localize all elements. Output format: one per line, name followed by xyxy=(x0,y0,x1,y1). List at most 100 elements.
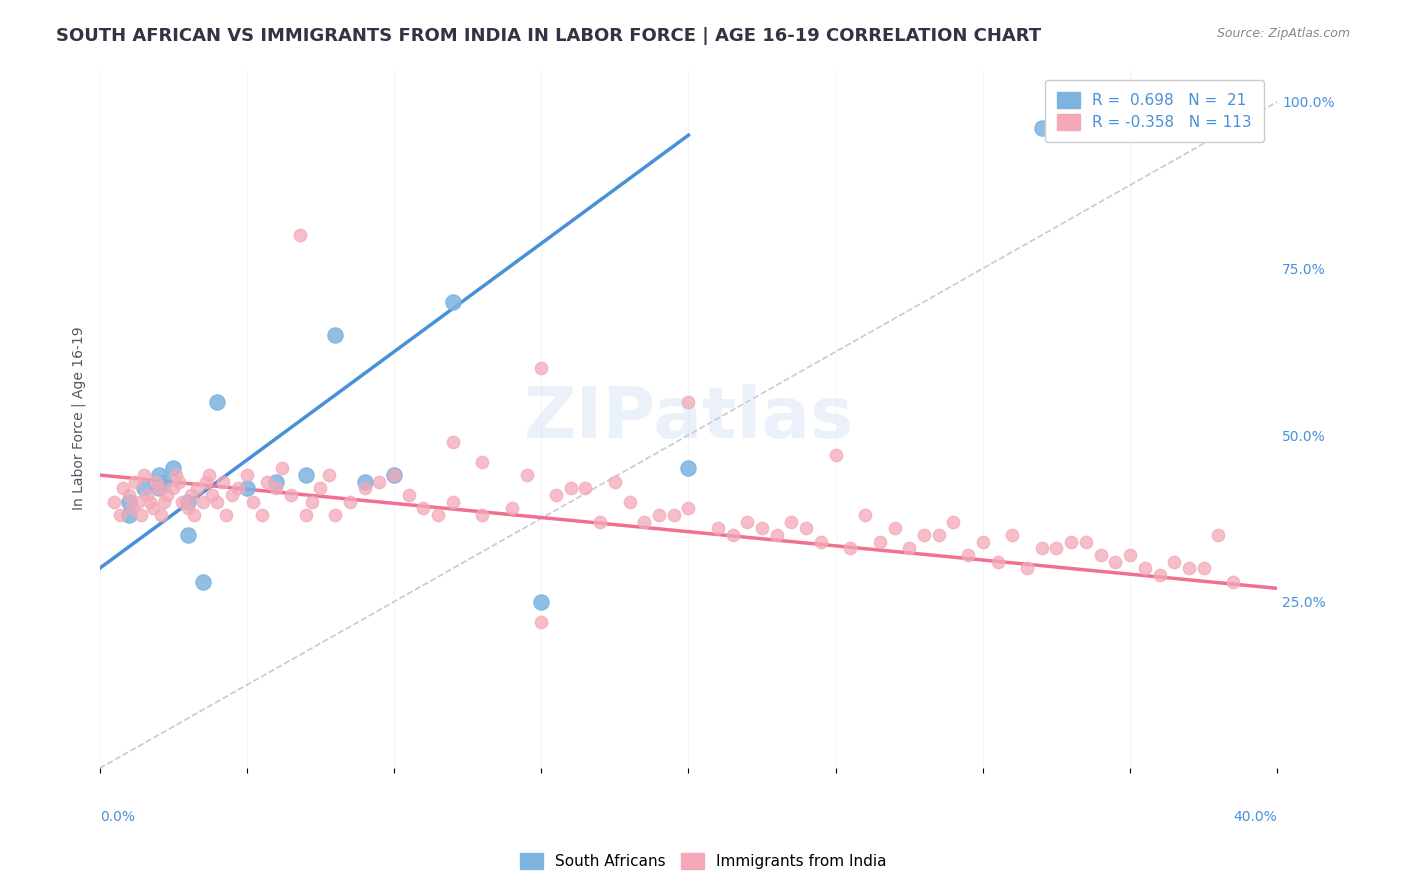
Point xyxy=(427,508,450,522)
Point xyxy=(737,515,759,529)
Point xyxy=(721,528,744,542)
Point xyxy=(148,481,170,495)
Point xyxy=(1192,561,1215,575)
Point xyxy=(898,541,921,556)
Point xyxy=(194,475,217,489)
Point xyxy=(765,528,787,542)
Point xyxy=(264,475,287,489)
Point xyxy=(1163,555,1185,569)
Point xyxy=(132,481,155,495)
Point xyxy=(112,481,135,495)
Point xyxy=(294,468,316,483)
Point xyxy=(207,394,229,409)
Point xyxy=(142,501,165,516)
Point xyxy=(132,468,155,483)
Point xyxy=(972,534,994,549)
Point xyxy=(183,508,205,522)
Point xyxy=(530,361,553,376)
Point xyxy=(170,494,193,508)
Point xyxy=(1133,561,1156,575)
Legend: R =  0.698   N =  21, R = -0.358   N = 113: R = 0.698 N = 21, R = -0.358 N = 113 xyxy=(1045,79,1264,142)
Point xyxy=(1104,555,1126,569)
Point xyxy=(200,488,222,502)
Point xyxy=(236,468,259,483)
Point xyxy=(648,508,671,522)
Point xyxy=(197,468,219,483)
Point xyxy=(824,448,846,462)
Point xyxy=(301,494,323,508)
Point xyxy=(280,488,302,502)
Point xyxy=(1045,541,1067,556)
Point xyxy=(501,501,523,516)
Point xyxy=(987,555,1010,569)
Text: ZIPatlas: ZIPatlas xyxy=(523,384,853,453)
Point xyxy=(135,488,157,502)
Point xyxy=(707,521,730,535)
Point xyxy=(294,508,316,522)
Point xyxy=(318,468,340,483)
Point xyxy=(515,468,537,483)
Point xyxy=(129,508,152,522)
Point xyxy=(110,508,132,522)
Point xyxy=(1001,528,1024,542)
Text: 0.0%: 0.0% xyxy=(100,810,135,824)
Point xyxy=(1119,548,1142,562)
Point xyxy=(1015,561,1038,575)
Point xyxy=(150,508,173,522)
Point xyxy=(530,595,553,609)
Point xyxy=(957,548,980,562)
Point xyxy=(212,475,235,489)
Point xyxy=(242,494,264,508)
Point xyxy=(118,494,141,508)
Point xyxy=(1149,568,1171,582)
Point xyxy=(288,228,311,243)
Point xyxy=(1031,541,1053,556)
Point xyxy=(544,488,567,502)
Point xyxy=(678,394,700,409)
Point xyxy=(471,508,494,522)
Point xyxy=(323,328,346,343)
Text: SOUTH AFRICAN VS IMMIGRANTS FROM INDIA IN LABOR FORCE | AGE 16-19 CORRELATION CH: SOUTH AFRICAN VS IMMIGRANTS FROM INDIA I… xyxy=(56,27,1042,45)
Point xyxy=(678,461,700,475)
Point xyxy=(226,481,249,495)
Point xyxy=(353,481,375,495)
Point xyxy=(138,494,160,508)
Point xyxy=(353,475,375,489)
Point xyxy=(256,475,278,489)
Point xyxy=(309,481,332,495)
Point xyxy=(471,455,494,469)
Point xyxy=(153,494,176,508)
Point xyxy=(271,461,294,475)
Point xyxy=(441,434,464,449)
Point xyxy=(382,468,405,483)
Point xyxy=(177,494,200,508)
Point xyxy=(619,494,641,508)
Point xyxy=(191,574,214,589)
Point xyxy=(751,521,773,535)
Point xyxy=(810,534,832,549)
Point xyxy=(186,481,208,495)
Y-axis label: In Labor Force | Age 16-19: In Labor Force | Age 16-19 xyxy=(72,326,86,510)
Point xyxy=(574,481,596,495)
Point xyxy=(603,475,626,489)
Point xyxy=(382,468,405,483)
Point xyxy=(121,501,143,516)
Point xyxy=(236,481,259,495)
Point xyxy=(1178,561,1201,575)
Point xyxy=(162,461,184,475)
Text: Source: ZipAtlas.com: Source: ZipAtlas.com xyxy=(1216,27,1350,40)
Point xyxy=(177,501,200,516)
Point xyxy=(1060,534,1083,549)
Point xyxy=(412,501,434,516)
Point xyxy=(942,515,965,529)
Point xyxy=(118,488,141,502)
Point xyxy=(441,494,464,508)
Point xyxy=(103,494,125,508)
Point xyxy=(1074,534,1097,549)
Point xyxy=(148,481,170,495)
Point xyxy=(869,534,891,549)
Point xyxy=(560,481,582,495)
Point xyxy=(1208,528,1230,542)
Point xyxy=(912,528,935,542)
Point xyxy=(153,475,176,489)
